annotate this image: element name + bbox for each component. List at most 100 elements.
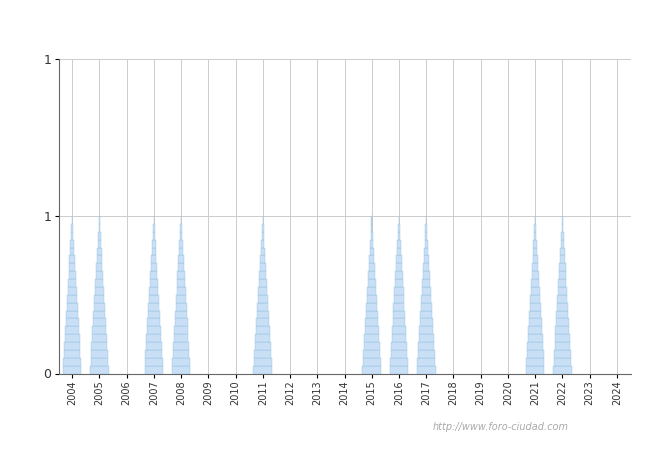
Bar: [172, 365, 190, 374]
Bar: [419, 342, 434, 350]
Bar: [396, 263, 402, 271]
Bar: [94, 310, 105, 319]
Bar: [94, 295, 105, 302]
Bar: [178, 263, 184, 271]
Bar: [70, 256, 75, 263]
Bar: [90, 358, 108, 365]
Bar: [92, 342, 107, 350]
Bar: [395, 287, 404, 295]
Bar: [560, 248, 565, 256]
Bar: [422, 271, 430, 279]
Bar: [260, 256, 265, 263]
Bar: [529, 310, 541, 319]
Bar: [528, 326, 542, 334]
Bar: [562, 224, 563, 232]
Bar: [257, 310, 268, 319]
Bar: [390, 358, 408, 365]
Bar: [417, 358, 435, 365]
Bar: [148, 310, 160, 319]
Bar: [64, 342, 80, 350]
Bar: [258, 295, 268, 302]
Bar: [173, 342, 189, 350]
Bar: [526, 358, 544, 365]
Bar: [422, 279, 430, 287]
Bar: [153, 232, 155, 239]
Bar: [66, 310, 78, 319]
Bar: [96, 279, 103, 287]
Bar: [98, 232, 101, 239]
Bar: [177, 279, 185, 287]
Bar: [261, 232, 264, 239]
Bar: [172, 358, 190, 365]
Bar: [260, 263, 266, 271]
Bar: [175, 310, 187, 319]
Bar: [534, 224, 536, 232]
Bar: [528, 334, 543, 342]
Bar: [393, 310, 405, 319]
Bar: [371, 224, 372, 232]
Bar: [98, 239, 101, 248]
Bar: [368, 279, 376, 287]
Bar: [148, 319, 161, 326]
Bar: [65, 326, 79, 334]
Bar: [66, 319, 79, 326]
Bar: [258, 287, 267, 295]
Bar: [152, 239, 155, 248]
Bar: [63, 365, 81, 374]
Text: http://www.foro-ciudad.com: http://www.foro-ciudad.com: [432, 423, 569, 432]
Bar: [146, 334, 161, 342]
Bar: [95, 287, 104, 295]
Bar: [553, 365, 572, 374]
Bar: [556, 310, 568, 319]
Bar: [397, 248, 401, 256]
Bar: [175, 319, 187, 326]
Bar: [94, 302, 105, 310]
Bar: [70, 248, 74, 256]
Bar: [530, 287, 540, 295]
Bar: [395, 271, 402, 279]
Bar: [531, 279, 540, 287]
Bar: [421, 295, 431, 302]
Bar: [393, 302, 404, 310]
Bar: [394, 295, 404, 302]
Bar: [530, 302, 541, 310]
Bar: [532, 263, 538, 271]
Bar: [368, 271, 375, 279]
Bar: [262, 224, 263, 232]
Bar: [425, 232, 428, 239]
Bar: [144, 365, 163, 374]
Bar: [426, 224, 427, 232]
Bar: [560, 256, 565, 263]
Bar: [391, 350, 408, 358]
Bar: [370, 248, 374, 256]
Bar: [177, 271, 185, 279]
Bar: [176, 295, 186, 302]
Bar: [98, 248, 101, 256]
Bar: [259, 279, 267, 287]
Bar: [92, 326, 106, 334]
Bar: [557, 302, 568, 310]
Bar: [145, 358, 162, 365]
Bar: [255, 334, 270, 342]
Bar: [391, 334, 406, 342]
Bar: [395, 279, 403, 287]
Bar: [363, 350, 380, 358]
Bar: [424, 248, 428, 256]
Bar: [530, 295, 540, 302]
Bar: [256, 319, 269, 326]
Bar: [257, 302, 268, 310]
Bar: [68, 287, 77, 295]
Bar: [254, 365, 272, 374]
Bar: [559, 263, 566, 271]
Bar: [366, 310, 378, 319]
Text: Gormaz - Evolucion del Nº de Transacciones Inmobiliarias: Gormaz - Evolucion del Nº de Transaccion…: [114, 16, 536, 31]
Bar: [528, 319, 541, 326]
Bar: [419, 334, 434, 342]
Bar: [398, 224, 400, 232]
Bar: [150, 279, 158, 287]
Bar: [254, 350, 271, 358]
Bar: [554, 358, 571, 365]
Bar: [151, 263, 157, 271]
Bar: [391, 342, 407, 350]
Bar: [96, 263, 103, 271]
